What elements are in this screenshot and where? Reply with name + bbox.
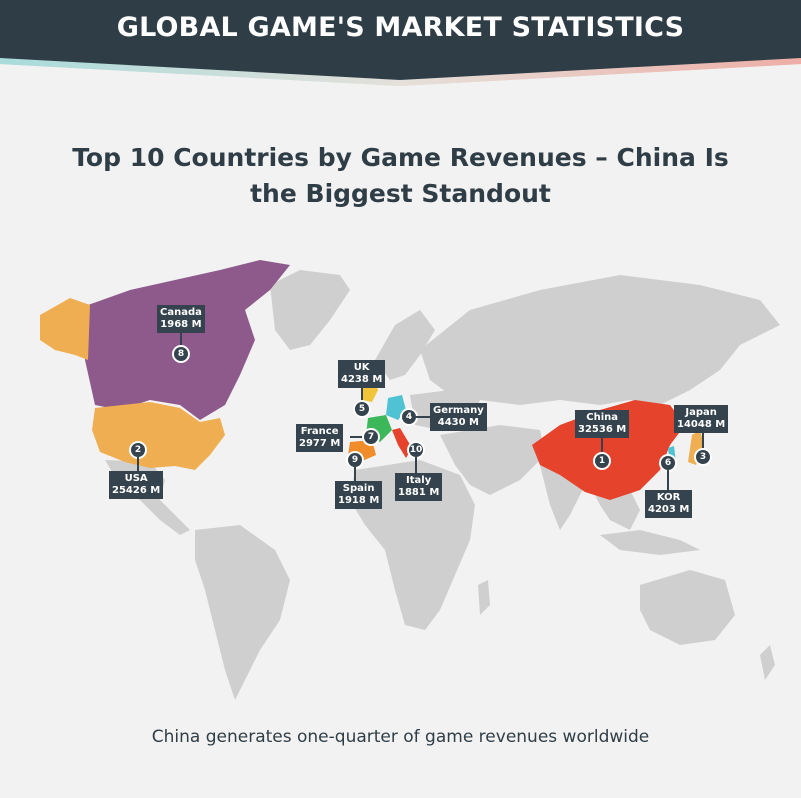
chart-subtitle: Top 10 Countries by Game Revenues – Chin… bbox=[72, 143, 729, 208]
china-shape bbox=[532, 400, 685, 500]
marker-country: USA bbox=[124, 473, 148, 484]
marker-country: UK bbox=[353, 362, 370, 373]
marker-value: 4238 M bbox=[341, 374, 383, 385]
marker-label-canada: Canada 1968 M bbox=[157, 305, 205, 333]
marker-rank-japan: 3 bbox=[696, 450, 710, 464]
greenland-shape bbox=[270, 270, 350, 350]
italy-shape bbox=[392, 428, 412, 458]
marker-value: 25426 M bbox=[112, 485, 161, 496]
marker-label-uk: UK 4238 M bbox=[338, 360, 386, 388]
marker-stem bbox=[361, 388, 363, 402]
marker-stem bbox=[350, 436, 364, 438]
marker-label-kor: KOR 4203 M bbox=[645, 490, 693, 518]
marker-stem bbox=[667, 470, 669, 490]
marker-rank-usa: 2 bbox=[131, 443, 145, 457]
marker-country: France bbox=[300, 426, 339, 437]
page-title: GLOBAL GAME'S MARKET STATISTICS bbox=[116, 12, 685, 43]
middle-east-shape bbox=[440, 425, 545, 495]
russia-shape bbox=[420, 275, 780, 405]
marker-label-germany: Germany 4430 M bbox=[430, 403, 487, 431]
marker-country: Canada bbox=[160, 307, 202, 318]
marker-rank-uk: 5 bbox=[355, 402, 369, 416]
marker-rank-china: 1 bbox=[595, 454, 609, 468]
marker-rank-canada: 8 bbox=[174, 347, 188, 361]
marker-label-usa: USA 25426 M bbox=[109, 471, 164, 499]
marker-stem bbox=[601, 438, 603, 454]
marker-value: 14048 M bbox=[677, 419, 726, 430]
footer-note: China generates one-quarter of game reve… bbox=[151, 727, 650, 747]
marker-stem bbox=[180, 333, 182, 347]
indonesia-shape bbox=[600, 530, 700, 555]
usa-shape bbox=[92, 402, 225, 470]
marker-stem bbox=[415, 457, 417, 473]
marker-rank-italy: 10 bbox=[409, 443, 423, 457]
marker-stem bbox=[702, 433, 704, 450]
marker-value: 4203 M bbox=[648, 504, 690, 515]
new-zealand-shape bbox=[760, 645, 775, 680]
scandinavia-shape bbox=[375, 310, 435, 380]
marker-stem bbox=[416, 416, 430, 418]
marker-country: Spain bbox=[342, 483, 375, 494]
land-masses bbox=[105, 270, 780, 700]
south-america-shape bbox=[195, 525, 290, 700]
marker-country: China bbox=[586, 412, 618, 423]
germany-shape bbox=[386, 395, 406, 420]
world-map bbox=[40, 260, 780, 700]
marker-stem bbox=[354, 467, 356, 481]
marker-value: 1968 M bbox=[160, 319, 202, 330]
marker-value: 2977 M bbox=[299, 438, 341, 449]
marker-rank-kor: 6 bbox=[661, 456, 675, 470]
marker-country: Japan bbox=[685, 407, 717, 418]
marker-rank-spain: 9 bbox=[348, 453, 362, 467]
marker-label-france: France 2977 M bbox=[296, 424, 344, 452]
marker-label-italy: Italy 1881 M bbox=[395, 473, 443, 501]
marker-label-spain: Spain 1918 M bbox=[335, 481, 383, 509]
marker-rank-france: 7 bbox=[364, 430, 378, 444]
canada-shape bbox=[85, 260, 290, 420]
alaska-shape bbox=[40, 298, 90, 360]
marker-label-japan: Japan 14048 M bbox=[674, 405, 729, 433]
japan-shape bbox=[688, 430, 704, 465]
marker-rank-germany: 4 bbox=[402, 410, 416, 424]
marker-stem bbox=[137, 457, 139, 471]
marker-value: 32536 M bbox=[578, 424, 627, 435]
madagascar-shape bbox=[478, 580, 490, 615]
marker-label-china: China 32536 M bbox=[575, 410, 630, 438]
marker-country: KOR bbox=[656, 492, 681, 503]
header-banner bbox=[0, 0, 801, 86]
marker-value: 1881 M bbox=[398, 487, 440, 498]
marker-value: 4430 M bbox=[437, 417, 479, 428]
marker-country: Italy bbox=[406, 475, 432, 486]
australia-shape bbox=[640, 570, 735, 645]
marker-country: Germany bbox=[433, 405, 484, 416]
marker-value: 1918 M bbox=[338, 495, 380, 506]
